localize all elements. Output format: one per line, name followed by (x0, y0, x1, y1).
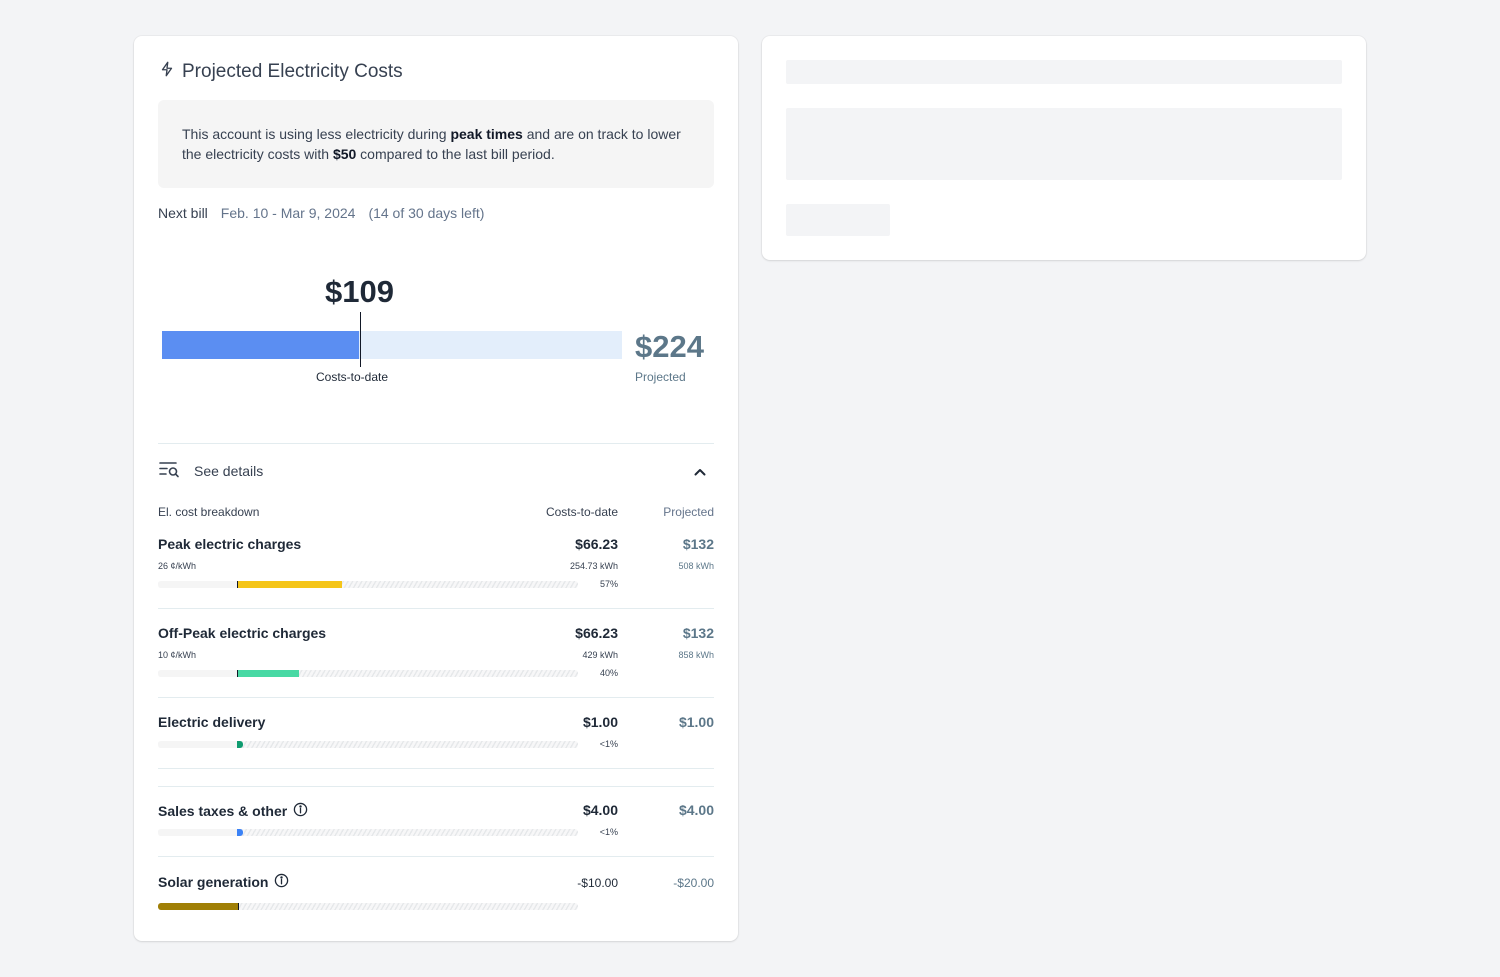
row-progress-track (158, 829, 578, 836)
skeleton-line (786, 60, 1342, 84)
row-rate: 26 ¢/kWh (158, 561, 197, 571)
breakdown-header-name: El. cost breakdown (158, 505, 260, 519)
savings-note: This account is using less electricity d… (158, 100, 714, 188)
see-details-label: See details (194, 462, 264, 479)
next-bill-period: Feb. 10 - Mar 9, 2024 (220, 205, 356, 221)
row-name-wrap: Sales taxes & other (158, 802, 308, 820)
row-percent: 57% (599, 579, 618, 589)
divider (158, 856, 714, 857)
costs-progress-fill (162, 331, 359, 359)
row-projected-value: $1.00 (678, 714, 714, 730)
row-to-date-value: -$10.00 (577, 876, 618, 890)
row-progress-fill (237, 829, 243, 836)
lightning-icon (158, 60, 176, 84)
row-progress-fill (158, 903, 238, 910)
card-title-text: Projected Electricity Costs (182, 61, 403, 82)
row-name: Off-Peak electric charges (158, 625, 327, 641)
row-name: Electric delivery (158, 714, 266, 730)
list-search-icon (158, 460, 180, 481)
row-percent: <1% (599, 827, 618, 837)
skeleton-button (786, 204, 890, 236)
row-progress-fill (237, 581, 342, 588)
row-name-wrap: Solar generation (158, 873, 289, 891)
divider (158, 786, 714, 787)
row-projected-value: $132 (682, 536, 714, 552)
costs-to-date-value: $109 (325, 274, 394, 309)
projected-label: Projected (635, 370, 686, 384)
row-to-date-kwh: 429 kWh (582, 650, 618, 660)
row-projected-kwh: 858 kWh (678, 650, 714, 660)
row-rate: 10 ¢/kWh (158, 650, 197, 660)
row-progress-tick (238, 903, 239, 910)
row-progress-track (158, 670, 578, 677)
row-name: Peak electric charges (158, 536, 302, 552)
note-bold-amount: $50 (332, 146, 357, 162)
breakdown-header-projected: Projected (663, 505, 714, 519)
skeleton-block (786, 108, 1342, 180)
row-projected-value: $132 (682, 625, 714, 641)
loading-skeleton-card (762, 36, 1366, 260)
row-projected-value: -$20.00 (673, 876, 714, 890)
row-projected-value: $4.00 (678, 802, 714, 818)
row-progress-fill (237, 741, 243, 748)
row-progress-track (158, 741, 578, 748)
costs-progress-marker (360, 312, 361, 367)
card-title: Projected Electricity Costs (158, 60, 403, 84)
divider (158, 443, 714, 444)
next-bill-label: Next bill (158, 205, 208, 221)
row-name: Solar generation (158, 874, 269, 890)
costs-to-date-label: Costs-to-date (316, 370, 389, 384)
projected-costs-card: Projected Electricity Costs This account… (134, 36, 738, 941)
info-icon[interactable] (274, 873, 289, 891)
next-bill-row: Next bill Feb. 10 - Mar 9, 2024 (14 of 3… (158, 205, 484, 221)
row-percent: 40% (599, 668, 618, 678)
row-progress-tick (237, 670, 238, 677)
costs-progress-track (162, 331, 622, 359)
row-to-date-value: $4.00 (582, 802, 618, 818)
note-bold-peak: peak times (450, 126, 523, 142)
see-details-toggle[interactable]: See details (158, 460, 714, 481)
divider (158, 768, 714, 769)
row-progress-tick (237, 581, 238, 588)
row-to-date-value: $66.23 (575, 536, 618, 552)
row-to-date-value: $1.00 (582, 714, 618, 730)
row-projected-kwh: 508 kWh (678, 561, 714, 571)
row-percent: <1% (599, 739, 618, 749)
row-name: Sales taxes & other (158, 803, 288, 819)
row-to-date-value: $66.23 (575, 625, 618, 641)
row-progress-track (158, 903, 578, 910)
row-to-date-kwh: 254.73 kWh (569, 561, 618, 571)
row-progress-fill (237, 670, 299, 677)
breakdown-header-to-date: Costs-to-date (545, 505, 618, 519)
info-icon[interactable] (293, 802, 308, 820)
next-bill-days-left: (14 of 30 days left) (368, 205, 485, 221)
row-progress-track (158, 581, 578, 588)
divider (158, 608, 714, 609)
chevron-up-icon[interactable] (694, 463, 706, 479)
divider (158, 697, 714, 698)
projected-value: $224 (635, 329, 704, 364)
